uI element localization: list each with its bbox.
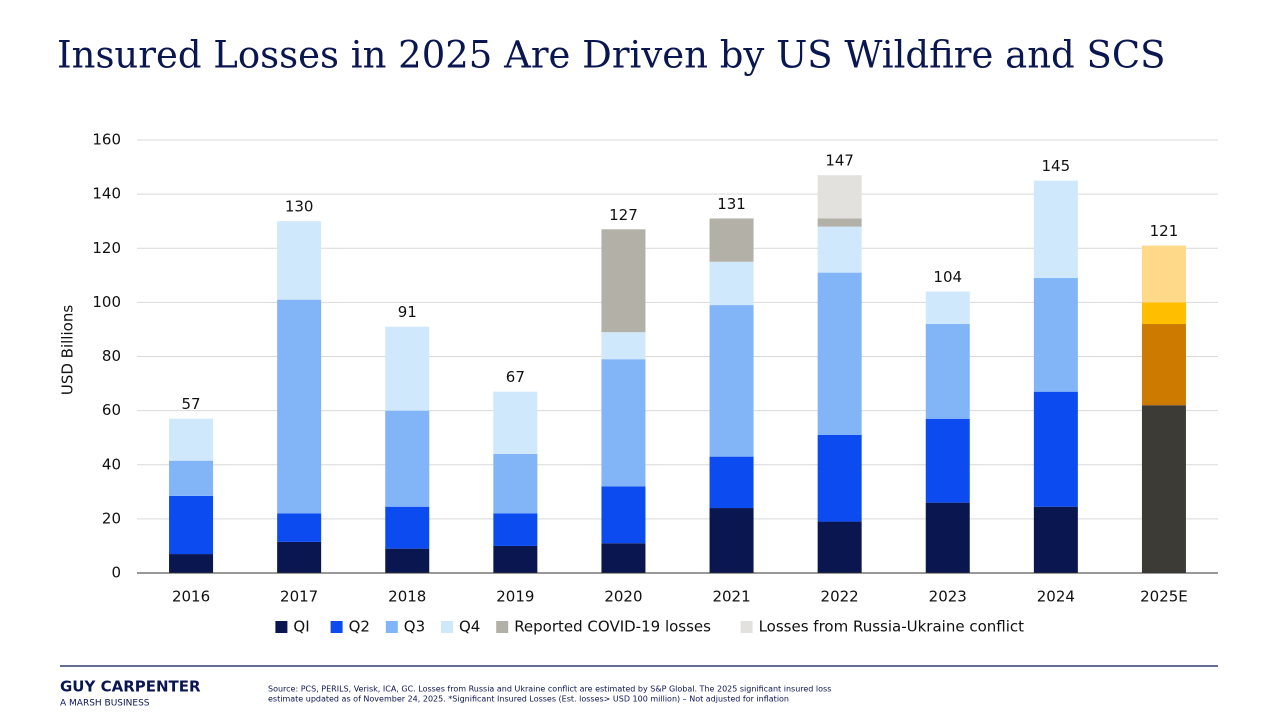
x-tick-label: 2025E <box>1140 588 1188 606</box>
bar-segment <box>1141 324 1186 406</box>
bar-segment <box>817 218 862 227</box>
bar-segment <box>169 460 214 496</box>
bar-segment <box>817 226 862 273</box>
bar-segment <box>817 272 862 435</box>
x-tick-label: 2023 <box>929 588 967 606</box>
bar-segment <box>1033 278 1078 392</box>
total-label: 127 <box>609 206 638 224</box>
bar-segment <box>925 418 970 503</box>
x-tick-label: 2022 <box>821 588 859 606</box>
slide-title: Insured Losses in 2025 Are Driven by US … <box>57 34 1165 77</box>
bar-segment <box>925 291 970 325</box>
y-axis-label: USD Billions <box>59 305 77 395</box>
bar-segment <box>601 332 646 360</box>
bar-segment <box>601 359 646 487</box>
total-label: 147 <box>825 152 854 170</box>
bar-segment <box>709 456 754 509</box>
bar-segment <box>493 453 538 514</box>
total-label: 145 <box>1042 157 1071 175</box>
bar-segment <box>601 543 646 573</box>
bar-segment <box>925 502 970 573</box>
bar-segment <box>1141 302 1186 325</box>
total-label: 67 <box>506 368 525 386</box>
bar-segment <box>169 554 214 573</box>
bar-segment <box>277 513 322 542</box>
legend-swatch <box>385 621 398 633</box>
legend-label: Q3 <box>404 618 425 636</box>
bar-segment <box>493 545 538 573</box>
legend-label: QI <box>293 618 309 636</box>
legend-label: Losses from Russia-Ukraine conflict <box>759 618 1025 636</box>
legend-label: Q4 <box>459 618 480 636</box>
bar-segment <box>709 218 754 262</box>
bar-segment <box>385 506 430 549</box>
bar-segment <box>817 175 862 219</box>
x-tick-label: 2019 <box>496 588 534 606</box>
total-label: 104 <box>933 268 962 286</box>
bar-segment <box>1141 405 1186 573</box>
bar-segment <box>277 221 322 300</box>
x-tick-label: 2024 <box>1037 588 1075 606</box>
total-label: 91 <box>398 303 417 321</box>
x-tick-label: 2020 <box>604 588 642 606</box>
bar-segment <box>1141 245 1186 303</box>
legend-swatch <box>740 621 753 633</box>
bar-segment <box>493 391 538 454</box>
y-tick-label: 120 <box>92 239 121 257</box>
bar-segment <box>169 495 214 555</box>
bar-segment <box>385 410 430 507</box>
legend-swatch <box>330 621 343 633</box>
x-tick-label: 2018 <box>388 588 426 606</box>
legend-label: Q2 <box>349 618 370 636</box>
legend-swatch <box>275 621 288 633</box>
y-tick-label: 40 <box>102 455 121 473</box>
bar-segment <box>601 486 646 544</box>
bar-segment <box>709 508 754 573</box>
legend-swatch <box>496 621 509 633</box>
total-label: 121 <box>1150 222 1179 240</box>
total-label: 131 <box>717 195 746 213</box>
bar-segment <box>1033 506 1078 573</box>
y-tick-label: 0 <box>111 564 121 582</box>
bar-segment <box>277 299 322 514</box>
total-label: 130 <box>285 198 314 216</box>
bar-segment <box>817 434 862 522</box>
y-tick-label: 60 <box>102 401 121 419</box>
bar-segment <box>817 521 862 573</box>
tagline: A MARSH BUSINESS <box>60 699 150 709</box>
bar-segment <box>385 326 430 411</box>
total-label: 57 <box>182 395 201 413</box>
source-note: Source: PCS, PERILS, Verisk, ICA, GC. Lo… <box>268 685 831 694</box>
bar-segment <box>709 305 754 457</box>
bar-segment <box>493 513 538 546</box>
y-tick-label: 80 <box>102 347 121 365</box>
bar-segment <box>385 548 430 573</box>
y-tick-label: 160 <box>92 131 121 149</box>
y-tick-label: 100 <box>92 293 121 311</box>
x-tick-label: 2016 <box>172 588 210 606</box>
bar-segment <box>925 324 970 419</box>
legend-swatch <box>441 621 453 633</box>
y-tick-label: 20 <box>102 509 121 527</box>
bar-segment <box>601 229 646 333</box>
bar-segment <box>277 541 322 573</box>
brand: GUY CARPENTER <box>60 678 201 696</box>
bar-segment <box>709 261 754 306</box>
bar-segment <box>1033 391 1078 507</box>
bar-segment <box>1033 180 1078 279</box>
legend-label: Reported COVID-19 losses <box>514 618 711 636</box>
x-tick-label: 2021 <box>712 588 750 606</box>
y-tick-label: 140 <box>92 185 121 203</box>
bar-segment <box>169 418 214 461</box>
x-tick-label: 2017 <box>280 588 318 606</box>
source-note: estimate updated as of November 24, 2025… <box>268 695 789 704</box>
